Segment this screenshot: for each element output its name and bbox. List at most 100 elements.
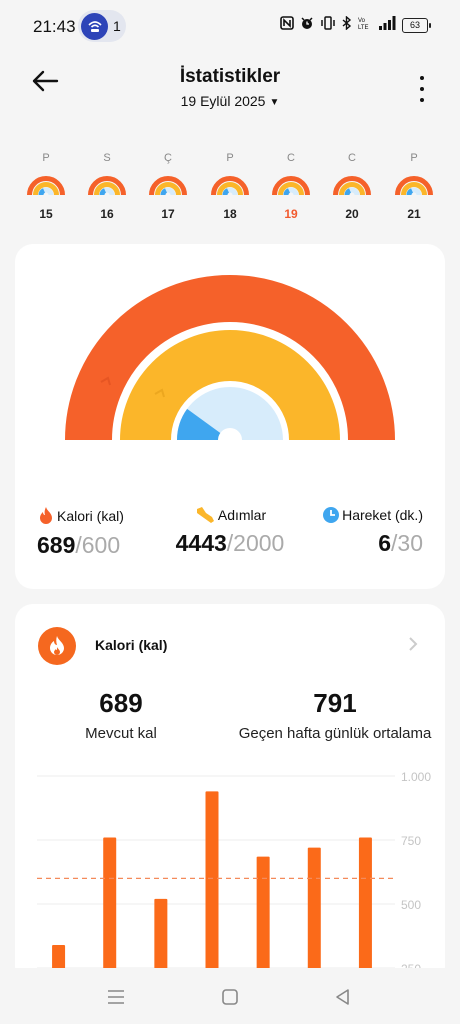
hotspot-icon bbox=[81, 12, 108, 40]
calorie-bar bbox=[358, 837, 372, 984]
steps-value: 4443 bbox=[175, 530, 227, 556]
calorie-ring bbox=[65, 275, 395, 441]
calories-card-title: Kalori (kal) bbox=[95, 637, 168, 653]
weekly-average-stat: 791 Geçen hafta günlük ortalama bbox=[233, 688, 437, 742]
day-number: 20 bbox=[345, 207, 359, 221]
more-dot-icon bbox=[420, 87, 424, 91]
hotspot-indicator[interactable]: 1 bbox=[78, 10, 126, 42]
weekly-average-label: Geçen hafta günlük ortalama bbox=[238, 725, 432, 742]
calorie-bar bbox=[103, 837, 117, 984]
day-number: 18 bbox=[223, 207, 237, 221]
day-letter: C bbox=[287, 152, 295, 164]
recent-apps-button[interactable] bbox=[103, 984, 129, 1010]
date-label: 19 Eylül 2025 bbox=[180, 93, 266, 109]
move-label: Hareket (dk.) bbox=[342, 507, 423, 523]
activity-rings bbox=[65, 275, 395, 442]
more-dot-icon bbox=[420, 98, 424, 102]
date-selector[interactable]: 19 Eylül 2025 ▼ bbox=[0, 93, 460, 109]
calorie-bar bbox=[307, 847, 321, 984]
day-item[interactable]: P 15 bbox=[23, 152, 69, 221]
day-ring-icon bbox=[211, 176, 249, 196]
day-ring-icon bbox=[88, 176, 126, 196]
day-number: 21 bbox=[407, 207, 421, 221]
week-strip: P 15 S 16 Ç 17 P 18 C 19 C 20 P 21 bbox=[0, 152, 460, 222]
battery-level: 63 bbox=[409, 20, 420, 30]
day-ring-icon bbox=[27, 176, 65, 196]
steps-label: Adımlar bbox=[217, 507, 267, 523]
day-letter: P bbox=[410, 152, 418, 164]
day-number: 16 bbox=[100, 207, 114, 221]
steps-goal: /2000 bbox=[226, 530, 285, 556]
day-ring-icon bbox=[333, 176, 371, 196]
steps-metric[interactable]: Adımlar 4443/2000 bbox=[167, 506, 293, 557]
ring-arrow-icon bbox=[100, 376, 111, 386]
calories-label: Kalori (kal) bbox=[57, 508, 124, 524]
ring-arrow-icon bbox=[154, 388, 165, 398]
nfc-icon bbox=[280, 16, 294, 34]
move-value: 6 bbox=[378, 530, 392, 556]
day-letter: C bbox=[348, 152, 356, 164]
flame-icon bbox=[40, 507, 52, 524]
square-icon bbox=[222, 989, 238, 1005]
svg-text:LTE: LTE bbox=[358, 25, 369, 30]
home-button[interactable] bbox=[217, 984, 243, 1010]
day-number: 19 bbox=[284, 207, 298, 221]
status-bar: 21:43 1 Vo LTE 63 bbox=[0, 0, 460, 52]
day-number: 17 bbox=[161, 207, 175, 221]
calorie-bar bbox=[205, 791, 219, 984]
calorie-bar bbox=[154, 898, 168, 984]
signal-icon bbox=[378, 16, 396, 34]
move-ring-progress bbox=[177, 408, 222, 442]
battery-icon: 63 bbox=[402, 17, 431, 33]
day-ring-icon bbox=[149, 176, 187, 196]
day-item[interactable]: S 16 bbox=[84, 152, 130, 221]
current-calories-stat: 689 Mevcut kal bbox=[65, 688, 177, 742]
move-metric[interactable]: Hareket (dk.) 6/30 bbox=[313, 506, 423, 557]
summary-card: Kalori (kal) 689/600 Adımlar 4443/2000 H… bbox=[15, 244, 445, 589]
calories-bar-chart: 1.000750500250 bbox=[37, 770, 431, 984]
caret-down-icon: ▼ bbox=[269, 97, 280, 108]
move-goal: /30 bbox=[391, 530, 423, 556]
day-item[interactable]: P 18 bbox=[207, 152, 253, 221]
day-letter: S bbox=[103, 152, 111, 164]
day-ring-icon bbox=[395, 176, 433, 196]
navigation-bar bbox=[0, 968, 460, 1024]
day-letter: P bbox=[42, 152, 50, 164]
more-dot-icon bbox=[420, 76, 424, 80]
day-item[interactable]: C 20 bbox=[329, 152, 375, 221]
calorie-bar bbox=[256, 856, 270, 984]
hotspot-count: 1 bbox=[113, 18, 121, 34]
back-button[interactable] bbox=[28, 66, 62, 96]
day-letter: P bbox=[226, 152, 234, 164]
y-tick-label: 750 bbox=[401, 834, 421, 848]
day-item[interactable]: C 19 bbox=[268, 152, 314, 221]
day-number: 15 bbox=[39, 207, 53, 221]
menu-icon bbox=[108, 990, 124, 1004]
current-calories-label: Mevcut kal bbox=[85, 725, 157, 742]
current-calories-value: 689 bbox=[99, 688, 143, 718]
clock-icon bbox=[323, 507, 340, 523]
day-item[interactable]: Ç 17 bbox=[145, 152, 191, 221]
day-letter: Ç bbox=[164, 152, 172, 164]
calories-metric[interactable]: Kalori (kal) 689/600 bbox=[37, 506, 124, 559]
triangle-back-icon bbox=[336, 989, 349, 1005]
calories-value: 689 bbox=[37, 532, 76, 558]
chevron-right-icon[interactable] bbox=[408, 636, 418, 657]
svg-text:Vo: Vo bbox=[358, 18, 366, 24]
arrow-left-icon bbox=[32, 70, 59, 92]
page-title: İstatistikler bbox=[179, 66, 281, 87]
calories-goal: /600 bbox=[75, 532, 121, 558]
back-nav-button[interactable] bbox=[330, 984, 356, 1010]
calories-card[interactable]: Kalori (kal) 689 Mevcut kal 791 Geçen ha… bbox=[15, 604, 445, 984]
alarm-icon bbox=[300, 16, 314, 34]
volte-icon: Vo LTE bbox=[358, 16, 372, 34]
flame-badge-icon bbox=[38, 627, 76, 665]
bluetooth-icon bbox=[342, 15, 352, 34]
vibrate-icon bbox=[320, 16, 336, 34]
weekly-average-value: 791 bbox=[313, 688, 357, 718]
y-tick-label: 500 bbox=[401, 898, 421, 912]
status-time: 21:43 bbox=[33, 17, 76, 36]
more-options-button[interactable] bbox=[410, 76, 434, 102]
day-item[interactable]: P 21 bbox=[391, 152, 437, 221]
day-ring-icon bbox=[272, 176, 310, 196]
